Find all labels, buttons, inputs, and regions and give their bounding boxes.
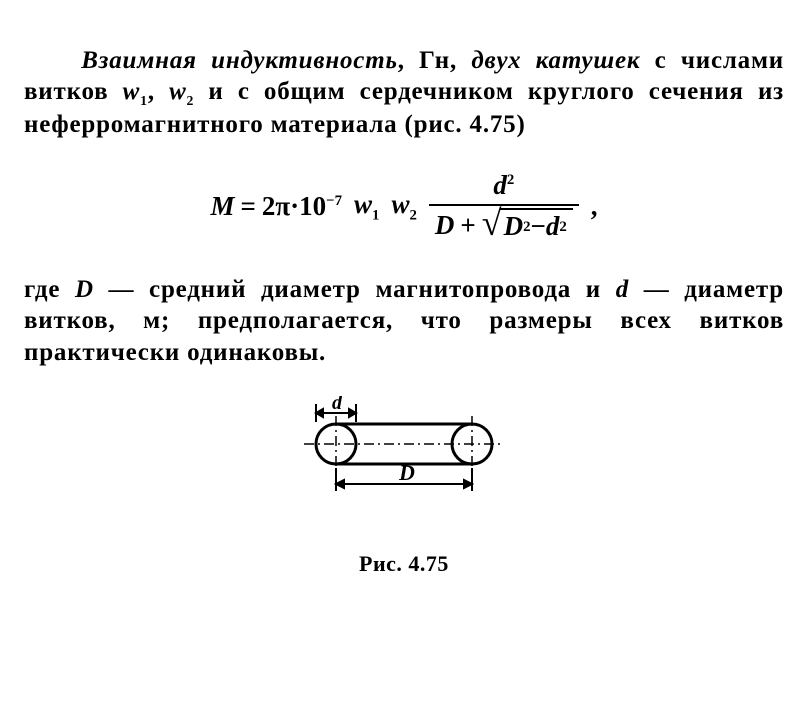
formula-fraction: d2 D + √ D2 − d2 xyxy=(429,169,579,245)
lead-term: Взаимная индуктивность xyxy=(81,47,397,74)
formula-mutual-inductance: M = 2π·10−7 w1 w2 d2 D + √ D2 − d2 xyxy=(24,169,784,245)
paragraph-1: Взаимная индуктивность, Гн, двух катушек… xyxy=(24,45,784,141)
paragraph-2: где D — средний диаметр магнитопровода и… xyxy=(24,274,784,368)
formula-M: M xyxy=(210,190,234,224)
label-D: D xyxy=(398,460,415,485)
label-d: d xyxy=(332,396,343,414)
toroid-diagram: d D xyxy=(289,396,519,506)
lead-term-2: двух катушек xyxy=(471,47,640,74)
formula-sqrt: √ D2 − d2 xyxy=(482,208,573,244)
figure-caption: Рис. 4.75 xyxy=(24,550,784,578)
figure-4-75: d D Рис. 4.75 xyxy=(24,396,784,578)
